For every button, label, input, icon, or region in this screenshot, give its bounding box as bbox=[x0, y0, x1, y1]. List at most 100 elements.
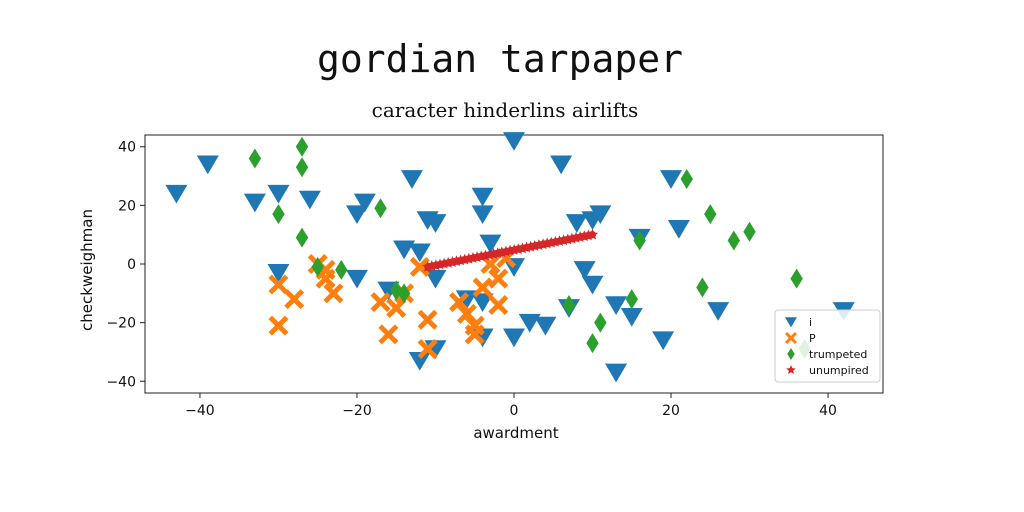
data-point bbox=[378, 324, 399, 345]
data-point bbox=[471, 187, 494, 207]
data-point bbox=[562, 295, 576, 316]
y-axis-label: checkweighman bbox=[78, 209, 96, 331]
data-point bbox=[408, 351, 431, 371]
data-point bbox=[667, 220, 690, 239]
legend-marker bbox=[785, 332, 797, 344]
data-point bbox=[503, 132, 525, 151]
data-point bbox=[660, 170, 683, 189]
x-tick-label: −40 bbox=[185, 403, 215, 419]
data-point bbox=[311, 256, 324, 277]
data-point bbox=[417, 309, 438, 330]
data-point bbox=[374, 198, 387, 219]
data-point bbox=[479, 234, 502, 254]
data-point bbox=[488, 295, 509, 316]
data-point bbox=[449, 292, 470, 313]
data-point bbox=[298, 190, 321, 210]
data-point bbox=[243, 193, 266, 213]
data-point bbox=[704, 204, 717, 225]
data-point bbox=[605, 296, 628, 315]
x-axis-label: awardment bbox=[473, 424, 558, 442]
data-point bbox=[345, 205, 368, 225]
data-point bbox=[471, 205, 494, 225]
y-tick-label: −40 bbox=[106, 374, 136, 390]
data-point bbox=[370, 292, 391, 313]
data-point bbox=[743, 221, 756, 242]
data-point bbox=[620, 307, 643, 327]
chart-title: caracter hinderlins airlifts bbox=[372, 98, 639, 122]
y-tick-label: 20 bbox=[118, 198, 136, 214]
data-point bbox=[165, 184, 188, 204]
data-point bbox=[488, 268, 509, 289]
data-point bbox=[196, 155, 219, 175]
legend-marker bbox=[786, 365, 796, 375]
data-point bbox=[417, 339, 438, 360]
data-point bbox=[586, 228, 599, 240]
data-point bbox=[625, 289, 638, 310]
data-point bbox=[353, 193, 376, 213]
x-tick-label: 40 bbox=[819, 403, 837, 419]
data-point bbox=[386, 297, 407, 318]
data-point bbox=[323, 283, 344, 304]
legend-marker bbox=[785, 317, 797, 328]
data-point bbox=[472, 277, 493, 298]
series-trumpeted bbox=[248, 136, 811, 360]
legend-label: unumpired bbox=[809, 364, 869, 377]
data-point bbox=[272, 204, 285, 225]
data-point bbox=[696, 277, 709, 298]
data-point bbox=[408, 243, 431, 263]
legend-label: i bbox=[809, 316, 812, 329]
data-point bbox=[573, 261, 596, 280]
data-point bbox=[393, 240, 416, 260]
data-point bbox=[633, 230, 646, 251]
data-point bbox=[456, 303, 477, 324]
legend-frame bbox=[774, 309, 881, 383]
data-point bbox=[707, 302, 730, 321]
data-point bbox=[586, 333, 599, 354]
legend-label: trumpeted bbox=[809, 348, 867, 361]
data-point bbox=[248, 148, 262, 169]
data-point bbox=[268, 274, 289, 295]
x-tick-label: 0 bbox=[510, 403, 519, 419]
data-point bbox=[424, 269, 447, 289]
legend-label: P bbox=[809, 332, 816, 345]
series-unumpired bbox=[421, 228, 599, 272]
data-point bbox=[503, 328, 525, 348]
data-point bbox=[589, 205, 612, 225]
data-point bbox=[471, 293, 494, 313]
data-point bbox=[400, 170, 423, 189]
y-tick-label: −20 bbox=[106, 316, 136, 332]
chart-suptitle: gordian tarpaper bbox=[317, 37, 683, 81]
data-point bbox=[295, 227, 309, 248]
data-point bbox=[464, 324, 485, 345]
data-point bbox=[295, 136, 309, 157]
data-point bbox=[594, 312, 607, 333]
data-point bbox=[267, 184, 290, 204]
data-point bbox=[455, 290, 478, 310]
data-point bbox=[345, 269, 368, 289]
data-point bbox=[295, 157, 309, 178]
data-point bbox=[397, 283, 411, 304]
data-point bbox=[727, 230, 741, 251]
data-point bbox=[534, 316, 557, 336]
data-point bbox=[652, 331, 675, 351]
data-point bbox=[550, 155, 573, 175]
data-point bbox=[284, 289, 305, 310]
data-point bbox=[790, 268, 803, 289]
data-point bbox=[268, 315, 289, 336]
data-point bbox=[409, 256, 430, 277]
data-point bbox=[315, 268, 336, 289]
data-point bbox=[581, 275, 604, 295]
data-point bbox=[680, 168, 693, 189]
data-point bbox=[424, 214, 447, 233]
data-point bbox=[518, 313, 541, 333]
data-point bbox=[267, 263, 290, 283]
legend-marker bbox=[787, 348, 795, 360]
x-tick-label: 20 bbox=[662, 403, 680, 419]
y-tick-label: 40 bbox=[118, 140, 136, 156]
series-P bbox=[268, 248, 517, 360]
data-point bbox=[335, 259, 348, 280]
data-point bbox=[565, 214, 588, 233]
